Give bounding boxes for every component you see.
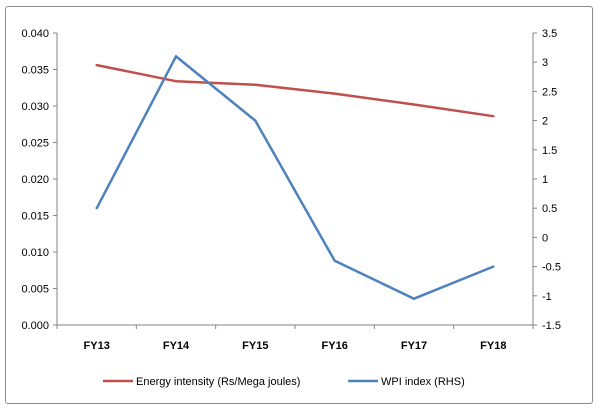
category-label: FY16 bbox=[322, 340, 348, 352]
left-tick-label: 0.020 bbox=[21, 174, 49, 186]
left-tick-label: 0.030 bbox=[21, 101, 49, 113]
data-point bbox=[174, 55, 178, 58]
right-tick-label: 3 bbox=[542, 57, 548, 69]
left-tick-label: 0.040 bbox=[21, 28, 49, 40]
category-label: FY18 bbox=[480, 340, 506, 352]
data-point bbox=[412, 297, 416, 300]
category-label: FY14 bbox=[163, 340, 190, 352]
category-label: FY15 bbox=[242, 340, 268, 352]
right-tick-label: -1.5 bbox=[542, 320, 561, 332]
legend-label: WPI index (RHS) bbox=[381, 376, 465, 388]
legend-label: Energy intensity (Rs/Mega joules) bbox=[136, 376, 300, 388]
right-tick-label: -1 bbox=[542, 291, 552, 303]
right-tick-label: 1.5 bbox=[542, 145, 557, 157]
data-point bbox=[333, 92, 336, 95]
left-axis-ticks: 0.000 0.005 0.010 0.015 0.020 0.025 0.030 0.035… bbox=[21, 28, 57, 332]
left-tick-label: 0.035 bbox=[21, 65, 49, 77]
left-tick-label: 0.010 bbox=[21, 247, 49, 259]
category-label: FY13 bbox=[84, 340, 110, 352]
series-lines bbox=[95, 55, 495, 300]
right-tick-label: 0 bbox=[542, 232, 548, 244]
left-tick-label: 0.015 bbox=[21, 211, 49, 223]
left-tick-label: 0.000 bbox=[21, 320, 49, 332]
series-line bbox=[96, 63, 494, 118]
wpi-index-series bbox=[95, 55, 495, 300]
chart-axes bbox=[56, 33, 534, 326]
data-point bbox=[254, 119, 257, 122]
right-tick-label: 2 bbox=[542, 116, 548, 128]
data-point bbox=[492, 115, 495, 118]
category-axis-ticks: FY13 FY14 FY15 FY16 FY17 FY18 bbox=[56, 325, 534, 352]
chart-frame bbox=[5, 6, 593, 404]
left-tick-label: 0.005 bbox=[21, 284, 49, 296]
category-label: FY17 bbox=[401, 340, 427, 352]
right-tick-label: 0.5 bbox=[542, 203, 557, 215]
right-tick-label: -0.5 bbox=[542, 262, 561, 274]
legend: Energy intensity (Rs/Mega joules) WPI ind… bbox=[103, 376, 465, 388]
legend-item: Energy intensity (Rs/Mega joules) bbox=[103, 376, 300, 388]
left-tick-label: 0.025 bbox=[21, 138, 49, 150]
right-axis-ticks: -1.5 -1 -0.5 0 0.5 1 1.5 2 2.5 3 3.5 bbox=[533, 28, 561, 332]
energy-intensity-series bbox=[95, 63, 495, 118]
series-line bbox=[95, 55, 494, 300]
right-tick-label: 2.5 bbox=[542, 86, 557, 98]
data-point bbox=[254, 83, 257, 87]
data-point bbox=[95, 63, 98, 67]
legend-item: WPI index (RHS) bbox=[348, 376, 465, 388]
data-point bbox=[412, 103, 416, 106]
right-tick-label: 1 bbox=[542, 174, 548, 186]
data-point bbox=[95, 207, 98, 210]
data-point bbox=[174, 79, 178, 83]
data-point bbox=[333, 259, 336, 262]
data-point bbox=[492, 265, 495, 268]
right-tick-label: 3.5 bbox=[542, 28, 557, 40]
